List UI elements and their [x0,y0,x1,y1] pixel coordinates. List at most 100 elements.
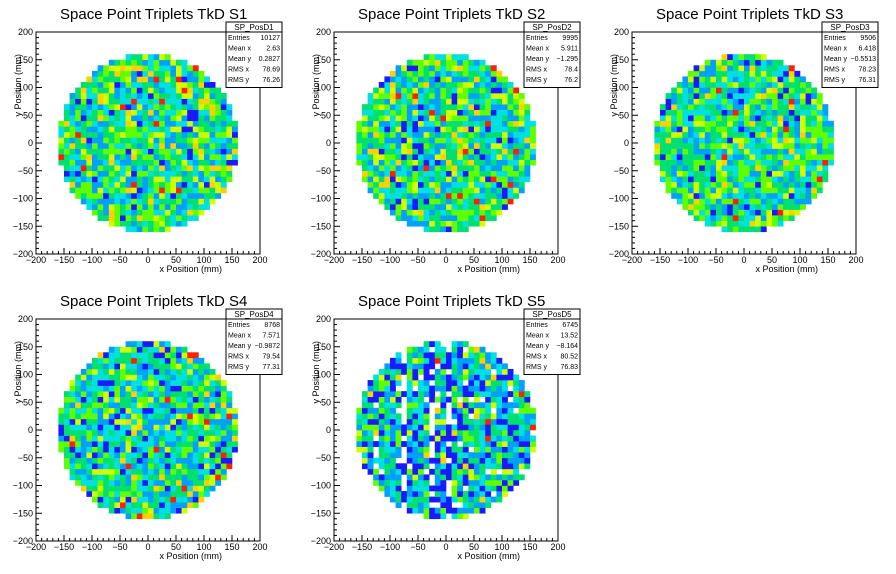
heatmap-bin [401,165,408,172]
heatmap-bin [384,181,391,188]
y-tick-label: 150 [18,342,33,352]
heatmap-bin [92,380,98,386]
heatmap-bin [462,192,469,199]
heatmap-bin [507,154,514,160]
heatmap-bin [412,507,419,514]
heatmap-bin [446,363,452,370]
heatmap-bin [148,446,154,453]
heatmap-bin [777,137,784,144]
heatmap-bin [440,346,447,353]
heatmap-bin [103,357,110,364]
heatmap-bin [373,430,380,436]
heatmap-bin [378,181,385,188]
heatmap-bin [187,192,194,199]
heatmap-bin [530,131,536,138]
heatmap-bin [682,187,689,194]
heatmap-bin [181,98,188,105]
heatmap-bin [794,187,801,194]
heatmap-bin [103,457,110,464]
heatmap-bin [451,76,458,83]
heatmap-bin [136,413,143,420]
heatmap-bin [507,120,514,127]
heatmap-bin [69,131,76,138]
heatmap-bin [204,176,210,183]
heatmap-bin [412,159,419,166]
heatmap-bin [474,496,480,503]
heatmap-bin [64,418,70,425]
heatmap-bin [131,215,138,221]
heatmap-bin [120,446,126,453]
heatmap-bin [783,198,790,205]
heatmap-bin [232,418,238,425]
heatmap-bin [446,226,452,233]
heatmap-bin [732,192,739,199]
heatmap-bin [390,76,396,83]
heatmap-bin [755,226,762,233]
heatmap-bin [423,435,430,442]
heatmap-bin [373,380,380,386]
heatmap-bin [451,391,458,397]
heatmap-bin [507,176,514,183]
heatmap-bin [440,176,447,183]
stats-value: 5.911 [561,46,578,53]
heatmap-bin [457,468,464,475]
heatmap-bin [423,513,430,520]
heatmap-bin [86,474,93,481]
heatmap-bin [727,204,734,210]
heatmap-bin [170,209,177,216]
heatmap-bin [120,357,126,364]
heatmap-bin [170,154,177,160]
heatmap-bin [457,159,464,166]
heatmap-bin [423,54,430,61]
heatmap-bin [97,502,104,508]
heatmap-bin [727,192,734,199]
heatmap-bin [457,192,464,199]
heatmap-bin [654,159,661,166]
heatmap-bin [378,143,385,149]
heatmap-bin [474,59,480,66]
heatmap-bin [507,93,514,99]
heatmap-bin [451,181,458,188]
heatmap-bin [378,93,385,99]
heatmap-bin [131,137,138,144]
heatmap-bin [103,176,110,183]
heatmap-bin [738,115,745,122]
heatmap-bin [688,87,694,94]
heatmap-bin [721,215,728,221]
heatmap-bin [136,491,143,497]
heatmap-bin [215,385,222,392]
heatmap-bin [58,413,65,420]
heatmap-bin [378,126,385,133]
stats-label: Entries [824,35,846,42]
heatmap-bin [176,485,182,492]
heatmap-bin [434,385,441,392]
heatmap-bin [80,159,87,166]
heatmap-bin [362,126,368,133]
x-tick-label: −50 [708,255,723,265]
heatmap-bin [485,374,492,381]
heatmap-bin [772,159,778,166]
heatmap-bin [457,198,464,205]
heatmap-bin [693,93,700,99]
heatmap-bin [412,59,419,66]
heatmap-bin [457,226,464,233]
x-tick-label: −150 [352,255,372,265]
heatmap-bin [805,87,812,94]
heatmap-bin [114,352,121,359]
heatmap-bin [378,374,385,381]
heatmap-bin [457,479,464,486]
heatmap-bin [474,457,480,464]
heatmap-bin [75,181,82,188]
heatmap-bin [496,187,503,194]
heatmap-bin [513,126,520,133]
heatmap-bin [816,115,823,122]
heatmap-bin [80,452,87,459]
heatmap-bin [423,391,430,397]
x-tick-label: 200 [252,255,267,265]
heatmap-bin [148,513,154,520]
heatmap-bin [496,396,503,403]
heatmap-bin [418,126,424,133]
heatmap-bin [446,76,452,83]
heatmap-bin [727,104,734,110]
heatmap-bin [142,491,149,497]
